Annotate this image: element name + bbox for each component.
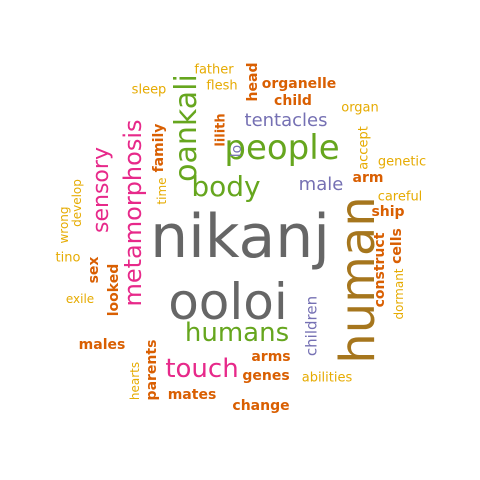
word-accept: accept bbox=[356, 126, 372, 170]
word-construct: construct bbox=[372, 232, 388, 308]
word-exile: exile bbox=[65, 292, 95, 306]
word-people: people bbox=[224, 128, 340, 168]
word-male: male bbox=[298, 174, 344, 195]
word-arm: arm bbox=[352, 170, 384, 186]
word-humans: humans bbox=[184, 318, 290, 348]
word-touch: touch bbox=[165, 354, 239, 384]
word-dormant: dormant bbox=[392, 268, 406, 320]
word-careful: careful bbox=[377, 189, 423, 205]
word-family: family bbox=[151, 123, 167, 173]
word-sensory: sensory bbox=[89, 147, 114, 233]
word-tentacles: tentacles bbox=[244, 110, 328, 131]
word-oankali: oankali bbox=[169, 74, 204, 182]
word-genetic: genetic bbox=[377, 154, 427, 170]
word-tino: tino bbox=[55, 250, 81, 266]
word-genes: genes bbox=[242, 368, 290, 384]
word-change: change bbox=[232, 398, 290, 414]
word-sleep: sleep bbox=[131, 82, 167, 98]
word-head: head bbox=[245, 62, 261, 102]
word-males: males bbox=[78, 337, 126, 353]
word-child: child bbox=[274, 93, 312, 109]
word-abilities: abilities bbox=[301, 370, 353, 386]
word-looked: looked bbox=[106, 263, 122, 317]
word-hearts: hearts bbox=[128, 361, 142, 401]
word-sex: sex bbox=[86, 256, 102, 284]
word-parents: parents bbox=[144, 339, 160, 401]
word-body: body bbox=[191, 170, 261, 203]
word-ooloi: ooloi bbox=[168, 273, 288, 331]
word-mates: mates bbox=[167, 387, 217, 403]
word-children: children bbox=[302, 295, 321, 357]
word-arms: arms bbox=[251, 349, 291, 365]
word-organ: organ bbox=[341, 100, 379, 116]
word-lilith: lilith bbox=[213, 113, 229, 147]
word-ship: ship bbox=[371, 204, 405, 220]
word-father: father bbox=[194, 62, 234, 78]
word-flesh: flesh bbox=[206, 78, 238, 94]
word-cells: cells bbox=[389, 228, 405, 264]
word-metamorphosis: metamorphosis bbox=[119, 119, 147, 307]
word-organelle: organelle bbox=[261, 76, 337, 92]
word-lo: lo bbox=[229, 144, 245, 158]
word-develop: develop bbox=[70, 179, 84, 227]
word-wrong: wrong bbox=[57, 206, 71, 244]
word-time: time bbox=[155, 177, 169, 205]
word-nikanj: nikanj bbox=[150, 202, 330, 272]
